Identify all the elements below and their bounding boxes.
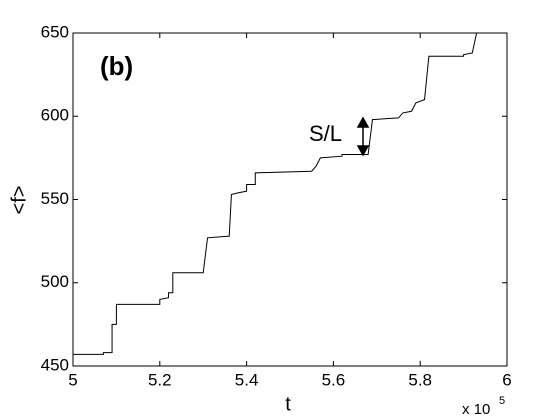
- x-axis-label: t: [285, 393, 291, 415]
- x-tick-label: 5: [68, 370, 77, 389]
- y-tick-label: 650: [41, 22, 69, 41]
- plot-frame: [72, 32, 508, 367]
- double-arrow: [356, 116, 370, 157]
- x-tick-label: 5.8: [408, 370, 432, 389]
- y-tick-label: 550: [41, 189, 69, 208]
- y-tick-label: 600: [41, 106, 69, 125]
- x-multiplier: x 10: [462, 401, 490, 418]
- x-tick-label: 5.6: [322, 370, 346, 389]
- panel-label: (b): [100, 51, 133, 81]
- arrow-head: [356, 145, 370, 157]
- y-tick-label: 450: [41, 355, 69, 374]
- y-axis-label: <f>: [8, 186, 30, 215]
- annotation: S/L: [309, 121, 342, 146]
- x-tick-label: 5.2: [148, 370, 172, 389]
- data-line: [73, 32, 478, 355]
- x-multiplier-exponent: 5: [499, 395, 505, 407]
- y-tick-label: 500: [41, 272, 69, 291]
- arrow-head: [356, 116, 370, 128]
- x-tick-label: 6: [502, 370, 511, 389]
- x-tick-label: 5.4: [235, 370, 259, 389]
